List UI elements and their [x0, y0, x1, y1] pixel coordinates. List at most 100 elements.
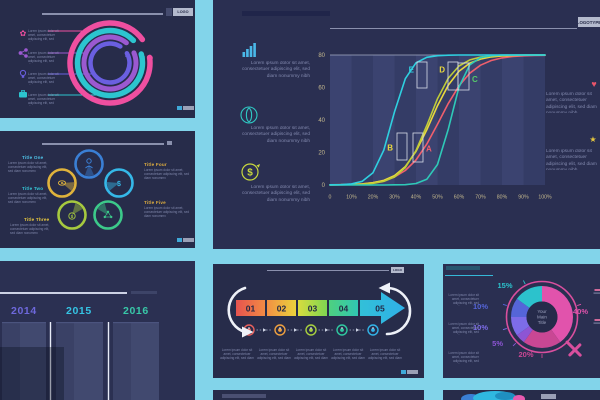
edge-text-sliver: [594, 319, 600, 321]
cycle-circle-1: [74, 149, 104, 179]
megaphone-icon: [336, 324, 348, 336]
title-rule-end: [167, 141, 172, 145]
donut-slice-10%: [511, 298, 530, 317]
star-icon: ★: [589, 135, 596, 144]
donut-label-15%: 15%: [497, 281, 512, 290]
radial-arc-1: [88, 41, 132, 85]
page-marker-bar: [407, 370, 418, 374]
slide-title-faint: [222, 394, 266, 398]
arrows-cycle-icon: [103, 210, 113, 219]
curve-E: [329, 54, 546, 186]
slide-process-arrow[interactable]: 01 02 03 04 05 LOGO Lorem ipsum dolor sit am…: [213, 264, 424, 378]
bulb-icon: [274, 324, 286, 336]
cycle-title-four: Title Four: [144, 162, 167, 167]
cycle-arrow-left-icon: [227, 286, 247, 334]
moneybag-icon: $: [68, 212, 76, 220]
female-symbol-icon: [505, 280, 579, 354]
step-segment-3: [298, 300, 327, 316]
step-caption-3: Lorem ipsum dolor sit amet, consectetuer…: [294, 348, 328, 361]
arc-value-label: 88: [141, 55, 145, 59]
radial-arc-3: [74, 27, 146, 99]
annotation-bracket-D: [447, 61, 459, 91]
logo-box: LOGO: [173, 8, 193, 16]
grid-band: [330, 55, 352, 185]
logo-mark: [166, 8, 172, 16]
subtitle-faint: [131, 291, 157, 294]
illustration-sliver: [461, 391, 525, 400]
year-2015: 2015: [66, 305, 92, 317]
flower-icon: ✿: [20, 29, 27, 38]
slice-tick: [577, 303, 582, 306]
page-marker-bar: [183, 106, 194, 110]
step-caption-1: Lorem ipsum dolor sit amet, consectetuer…: [220, 348, 254, 361]
donut-label-40%: 40%: [573, 307, 588, 316]
donut-slice-10%: [511, 317, 530, 336]
donut-slice-15%: [516, 286, 542, 308]
title-rule: [0, 292, 127, 294]
left-block-text-3: Lorem ipsum dolor sit amet, consectetuer…: [242, 185, 310, 203]
cycle-title-three: Title Three: [24, 217, 50, 222]
step-segment-5-arrowhead: [360, 292, 405, 324]
row-text-4: Lorem ipsum dolor sit amet, consectetuer…: [28, 93, 59, 106]
donut-label-5%: 5%: [492, 339, 503, 348]
process-arrow-graphic: 01 02 03 04 05: [227, 282, 412, 338]
slide-cycle-diagram[interactable]: $ $ Title One Lorem ipsum dolor sit amet,…: [0, 131, 195, 248]
annotation-label-D: D: [439, 66, 445, 75]
annotation-bracket-B: [396, 132, 408, 161]
briefcase-icon: [19, 90, 27, 98]
step-number: 05: [375, 304, 385, 314]
slice-tick: [502, 303, 507, 306]
side-text-3: Lorem ipsum dolor sit amet, consectetuer…: [448, 351, 479, 364]
slide-year-columns[interactable]: 2014 2015 2016: [0, 261, 195, 400]
dollar-icon: $: [117, 181, 121, 188]
slide-donut-chart[interactable]: Your Main Title 40% 20% 5% 10% 10% 15% Lorem ips…: [443, 264, 600, 378]
page-marker: [177, 238, 182, 242]
logo-box: LOGOTYPE: [578, 17, 600, 27]
page-marker-bar: [183, 238, 194, 242]
annotation-label-A: A: [426, 145, 432, 154]
grid-band: [373, 55, 395, 185]
slide-sliver-right[interactable]: [443, 390, 600, 400]
grid-band: [459, 55, 481, 185]
donut-slice-20%: [523, 329, 561, 349]
donut-slice-5%: [516, 326, 533, 343]
step-segment-4: [329, 300, 358, 316]
slide-sliver-left[interactable]: [213, 390, 424, 400]
connector-arrow-icon: [356, 328, 360, 332]
briefcase-icon: [367, 324, 379, 336]
annotation-bracket-E: [416, 61, 428, 89]
cycle-arrow-right-icon: [385, 286, 412, 336]
arc-value-label: 84: [125, 54, 129, 58]
illustration-shape: [513, 395, 525, 400]
x-tick-label: 80%: [497, 195, 508, 201]
slide-title-faint: [446, 266, 480, 270]
cycle-diagram-graphic: $$: [47, 149, 134, 230]
bar-chart-icon: [242, 43, 256, 57]
title-rule: [42, 143, 164, 145]
network-icon: [18, 48, 28, 58]
year-2014: 2014: [11, 305, 37, 317]
svg-text:$: $: [71, 214, 74, 219]
donut-label-10%: 10%: [473, 323, 488, 332]
title-rule: [445, 274, 493, 276]
cycle-body-four: Lorem ipsum dolor sit amet, consectetuer…: [144, 168, 190, 179]
slide-radial-arcs[interactable]: 84 63 88 85 ✿ LOGO Lorem ipsum dolor sit ame…: [0, 0, 195, 118]
year-2016: 2016: [123, 305, 149, 317]
row-text-2: Lorem ipsum dolor sit amet, consectetuer…: [28, 51, 59, 64]
donut-center-title: Your Main Title: [537, 309, 547, 325]
user-icon: [85, 158, 93, 169]
step-number: 02: [277, 304, 287, 314]
row-text-3: Lorem ipsum dolor sit amet, consectetuer…: [28, 72, 59, 85]
slide-scurve-chart[interactable]: 0 20 40 60 80 0 10% 20% 30% 40% 50% 60% 70% 80% 90% 100…: [213, 0, 600, 249]
x-tick-label: 50%: [432, 195, 443, 201]
grid-band: [523, 55, 545, 185]
x-tick-label: 30%: [389, 195, 400, 201]
slice-tick: [522, 280, 526, 285]
radial-arc-chart: 84 63 88 85 ✿: [18, 20, 153, 106]
grid-band: [502, 55, 524, 185]
edge-text-sliver: [594, 289, 600, 291]
cycle-title-five: Title Five: [144, 200, 166, 205]
title-rule: [42, 13, 163, 15]
shadow-overlay: [0, 347, 64, 400]
